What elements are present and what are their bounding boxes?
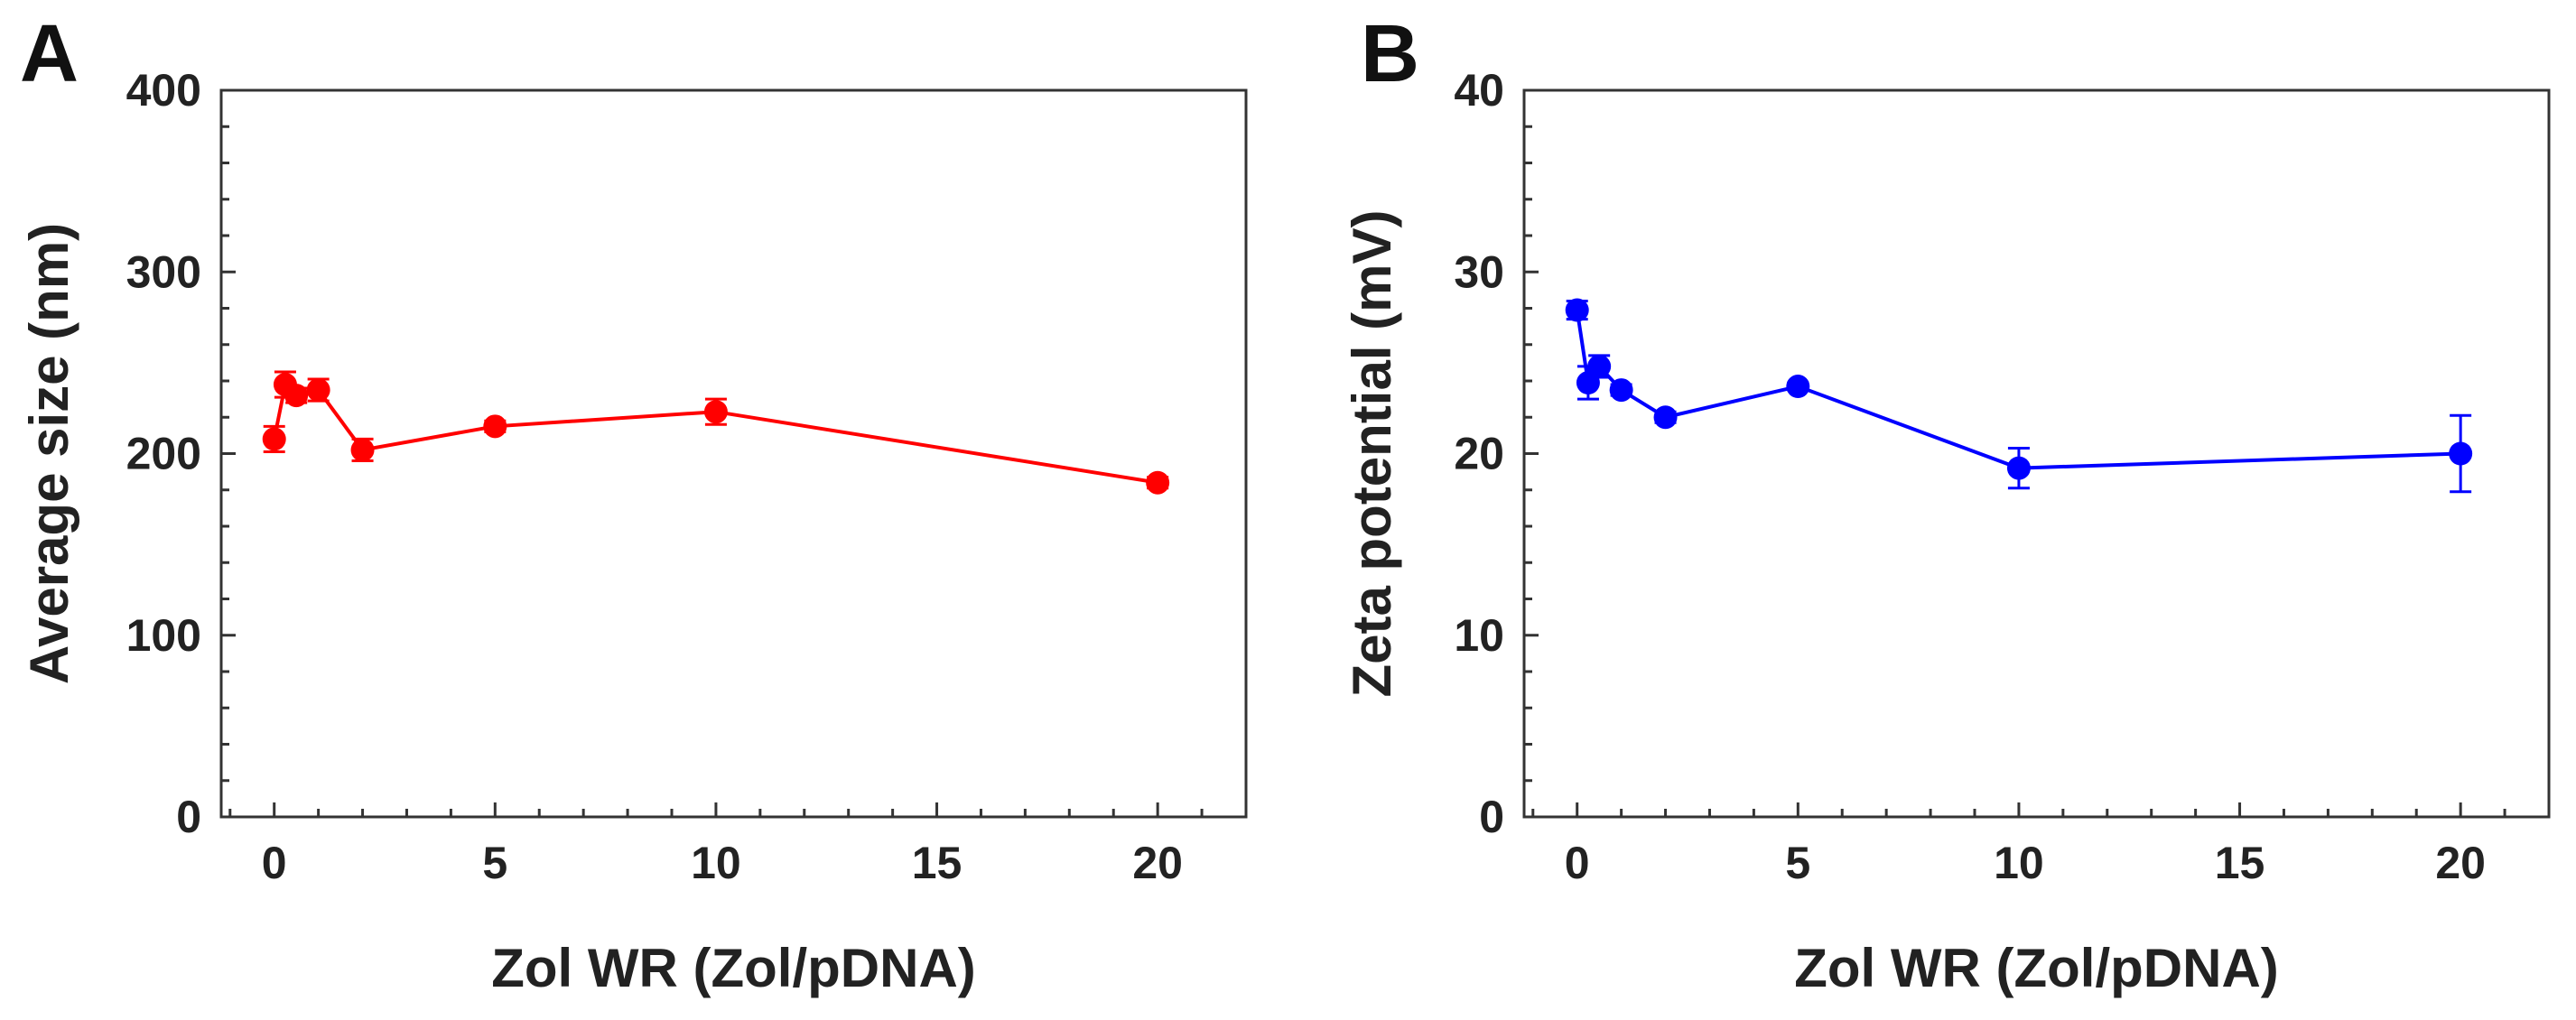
data-point: [1786, 375, 1810, 399]
series-line: [1575, 310, 2461, 470]
data-point: [306, 378, 330, 403]
plot-frame: [219, 88, 1248, 819]
panel-label: A: [20, 9, 79, 99]
chart-panel-a: 0 100 200 300 400 0 5 10 15 20 Zol WR (Zol/pDNA) Av…: [19, 9, 1248, 998]
y-tick-label: 0: [1479, 792, 1504, 842]
x-tick-label: 20: [2435, 838, 2486, 888]
plot-frame: [1522, 88, 2551, 819]
data-point: [703, 400, 728, 424]
data-point: [284, 384, 309, 408]
x-tick-label: 15: [2215, 838, 2265, 888]
data-point: [1609, 378, 1633, 403]
y-tick-label: 300: [126, 246, 201, 297]
x-tick-label: 20: [1132, 838, 1183, 888]
x-tick-label: 10: [1994, 838, 2044, 888]
data-point: [262, 427, 286, 451]
data-point: [1587, 354, 1612, 378]
data-point: [350, 438, 375, 462]
y-tick-label: 30: [1454, 246, 1504, 297]
y-tick-label: 100: [126, 610, 201, 661]
x-tick-label: 10: [691, 838, 741, 888]
data-point: [2006, 456, 2031, 480]
x-tick-label: 15: [912, 838, 963, 888]
data-point: [1565, 298, 1589, 322]
x-tick-label: 0: [1565, 838, 1590, 888]
y-tick-label: 10: [1454, 610, 1504, 661]
y-tick-label: 400: [126, 65, 201, 116]
x-tick-label: 5: [1785, 838, 1810, 888]
y-axis-title: Average size (nm): [19, 223, 79, 684]
x-tick-label: 0: [262, 838, 287, 888]
chart-panel-b: 0 10 20 30 40 0 5 10 15 20 Zol WR (Zol/pDNA) Zeta p…: [1342, 9, 2551, 998]
panel-label: B: [1361, 9, 1419, 99]
y-axis-title: Zeta potential (mV): [1342, 209, 1402, 697]
data-point: [1146, 470, 1170, 495]
data-point: [483, 414, 507, 439]
x-axis-title: Zol WR (Zol/pDNA): [491, 938, 976, 998]
data-point: [1653, 405, 1678, 430]
y-tick-label: 200: [126, 429, 201, 479]
data-point: [2449, 441, 2473, 466]
x-tick-label: 5: [482, 838, 507, 888]
y-tick-label: 20: [1454, 429, 1504, 479]
y-tick-label: 0: [176, 792, 201, 842]
x-axis-title: Zol WR (Zol/pDNA): [1794, 938, 2279, 998]
y-tick-label: 40: [1454, 65, 1504, 116]
